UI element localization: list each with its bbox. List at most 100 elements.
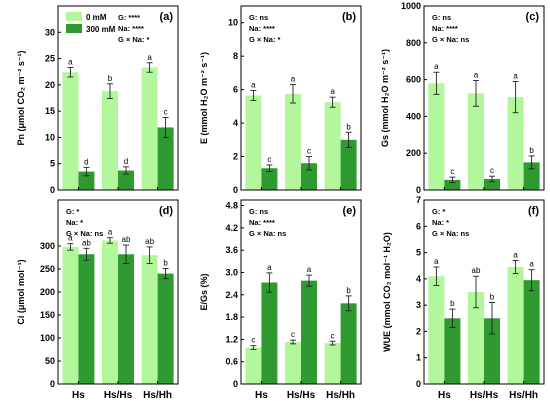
x-category-label: Hs/Hh	[143, 390, 172, 401]
significance-letter: a	[267, 263, 272, 272]
y-tick-label: 50	[45, 356, 55, 366]
x-category-label: Hs/Hs	[104, 390, 133, 401]
bar-300mM-Hs-Hs	[484, 178, 500, 190]
y-tick-label: 8	[233, 51, 238, 61]
y-tick-label: 0	[50, 185, 55, 195]
x-category-label: Hs/Hh	[509, 390, 538, 401]
y-tick-label: 6	[416, 221, 421, 231]
significance-letter: a	[434, 62, 439, 71]
y-tick-label: 3.0	[225, 267, 238, 277]
y-tick-label: 25	[45, 54, 55, 64]
significance-letter: b	[450, 299, 455, 308]
y-tick-label: 0	[50, 379, 55, 389]
y-tick-label: 200	[40, 287, 55, 297]
y-tick-label: 3.6	[225, 245, 238, 255]
significance-letter: c	[251, 336, 255, 345]
significance-letter: ab	[145, 237, 154, 246]
stat-annotation: G: ****	[118, 13, 140, 22]
bar-300mM-Hs	[444, 179, 461, 190]
significance-letter: c	[490, 166, 494, 175]
legend-swatch	[66, 12, 82, 21]
significance-letter: d	[124, 157, 128, 166]
bar-300mM-Hs	[78, 171, 95, 190]
chart-panel-1: a b a d d c 0 5 10 15 20 25 30 Pn (μmol CO₂ m⁻² s⁻¹) (…	[16, 5, 179, 195]
bar-0mM-Hs-Hh	[507, 267, 524, 384]
panel-label: (d)	[159, 205, 173, 217]
bar-300mM-Hs-Hh	[340, 303, 357, 384]
significance-letter: a	[434, 257, 439, 266]
stat-annotation: G: *	[432, 207, 445, 216]
chart-panel-2: a a a c c b 0 2 4 6 8 10 E (mmol H₂O m⁻² s⁻¹) (b) G: n…	[199, 5, 362, 195]
y-tick-label: 10	[228, 18, 238, 28]
y-tick-label: 0	[233, 379, 238, 389]
stat-annotation: Na: ****	[249, 218, 275, 227]
y-tick-label: 2.4	[225, 290, 238, 300]
y-tick-label: 7	[416, 195, 421, 205]
bar-300mM-Hs-Hh	[523, 162, 540, 190]
stat-annotation: G: *	[66, 207, 79, 216]
significance-letter: c	[291, 330, 295, 339]
significance-letter: a	[513, 250, 518, 259]
stat-annotation: G × Na: ns	[432, 229, 469, 238]
y-axis-label: E/Gs (%)	[199, 273, 209, 310]
significance-letter: a	[513, 71, 518, 80]
significance-letter: b	[346, 122, 351, 131]
stat-annotation: Na: ****	[432, 24, 458, 33]
significance-letter: b	[163, 259, 168, 268]
bar-0mM-Hs	[245, 347, 262, 384]
stat-annotation: G: ns	[432, 13, 451, 22]
panel-label: (a)	[160, 11, 174, 23]
x-category-label: Hs	[72, 390, 85, 401]
significance-letter: c	[164, 107, 168, 116]
y-tick-label: 6	[233, 85, 238, 95]
y-tick-label: 10	[45, 132, 55, 142]
y-tick-label: 30	[45, 27, 55, 37]
significance-letter: a	[108, 228, 113, 237]
panel-label: (f)	[528, 205, 539, 217]
y-tick-label: 150	[40, 310, 55, 320]
y-tick-label: 2	[416, 326, 421, 336]
bar-0mM-Hs-Hs	[285, 93, 301, 190]
x-category-label: Hs	[255, 390, 268, 401]
significance-letter: b	[490, 293, 495, 302]
significance-letter: a	[474, 71, 479, 80]
y-tick-label: 200	[406, 148, 421, 158]
significance-letter: ab	[472, 266, 481, 275]
stat-annotation: G × Na: *	[118, 35, 150, 44]
significance-letter: b	[529, 146, 534, 155]
significance-letter: ab	[82, 238, 91, 247]
stat-annotation: Na: *	[66, 218, 83, 227]
stat-annotation: G: ns	[249, 13, 268, 22]
y-tick-label: 4.8	[225, 201, 238, 211]
panel-label: (c)	[526, 11, 540, 23]
significance-letter: a	[68, 58, 73, 67]
bar-300mM-Hs-Hs	[118, 254, 134, 384]
significance-letter: d	[84, 157, 88, 166]
bar-300mM-Hs	[78, 254, 95, 384]
significance-letter: a	[529, 260, 534, 269]
bar-300mM-Hs-Hh	[523, 280, 540, 384]
stat-annotation: Na: *	[432, 218, 449, 227]
legend-label: 300 mM	[86, 25, 116, 34]
y-tick-label: 3	[416, 300, 421, 310]
bar-300mM-Hs	[444, 318, 461, 384]
legend: 0 mM 300 mM	[66, 12, 116, 34]
significance-letter: a	[307, 265, 312, 274]
bar-300mM-Hs-Hs	[484, 318, 500, 384]
bar-300mM-Hs-Hh	[157, 273, 174, 384]
significance-letter: a	[330, 87, 335, 96]
stat-annotation: G × Na: ns	[66, 229, 103, 238]
panel-label: (b)	[342, 11, 356, 23]
stat-annotation: G × Na: ns	[249, 229, 286, 238]
y-tick-label: 1000	[401, 1, 421, 11]
bar-0mM-Hs-Hh	[324, 102, 341, 190]
bar-300mM-Hs-Hs	[301, 163, 317, 190]
y-tick-label: 4.2	[225, 223, 238, 233]
bar-0mM-Hs-Hh	[141, 255, 158, 384]
y-tick-label: 20	[45, 80, 55, 90]
bar-0mM-Hs	[62, 72, 79, 190]
y-axis-label: Gs (mmol H₂O m⁻² s⁻¹)	[380, 49, 390, 147]
bar-0mM-Hs-Hh	[324, 343, 341, 384]
